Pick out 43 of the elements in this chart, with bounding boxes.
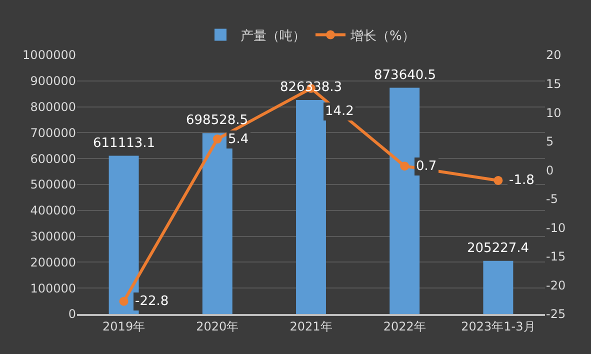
- data-label: -22.8: [135, 294, 169, 309]
- point: [212, 134, 222, 144]
- y-tick-label: 400000: [30, 204, 76, 218]
- y2-tick-label: -25: [546, 307, 566, 322]
- y2-tick-label: 15: [546, 76, 562, 91]
- point: [494, 176, 503, 185]
- y2-tick-label: -15: [546, 250, 566, 264]
- y-tick-label: 600000: [30, 152, 76, 166]
- data-label: 205227.4: [467, 241, 530, 256]
- y-tick-label: 1000000: [22, 48, 76, 62]
- x-tick-label: 2023年1-3月: [461, 319, 536, 334]
- bar: [483, 260, 514, 314]
- y2-tick-label: -10: [546, 220, 566, 235]
- y-tick-label: 300000: [30, 230, 76, 244]
- y-tick-label: 200000: [30, 255, 76, 270]
- y2-tick-label: 5: [546, 134, 554, 149]
- y-tick-label: 0: [68, 307, 76, 322]
- data-label: 698528.5: [186, 113, 248, 128]
- x-tick-label: 2020年: [196, 319, 239, 334]
- data-label: 5.4: [228, 132, 249, 147]
- data-label: 873640.5: [374, 68, 436, 83]
- legend-label: 产量（吨）: [240, 28, 306, 44]
- y-tick-label: 700000: [30, 126, 76, 140]
- x-tick-label: 2022年: [383, 319, 426, 334]
- data-label: 611113.1: [93, 136, 156, 151]
- x-tick-label: 2021年: [290, 319, 332, 334]
- y2-tick-label: 10: [546, 106, 562, 120]
- y-tick-label: 900000: [30, 74, 76, 88]
- data-label: 14.2: [325, 104, 354, 119]
- y2-tick-label: -20: [546, 278, 566, 292]
- y-tick-label: 800000: [30, 100, 76, 114]
- y-tick-label: 500000: [30, 178, 76, 192]
- x-tick-label: 2019年: [102, 319, 146, 334]
- y2-tick-label: 0: [546, 163, 554, 178]
- point: [400, 162, 410, 171]
- point: [119, 296, 128, 306]
- y-tick-label: 100000: [30, 281, 76, 296]
- bar: [296, 100, 326, 314]
- legend-label: 增长（%）: [350, 28, 415, 44]
- data-label: 0.7: [416, 159, 437, 174]
- y2-tick-label: 20: [546, 48, 562, 62]
- y2-tick-label: -5: [546, 192, 558, 206]
- data-label: -1.8: [509, 173, 534, 188]
